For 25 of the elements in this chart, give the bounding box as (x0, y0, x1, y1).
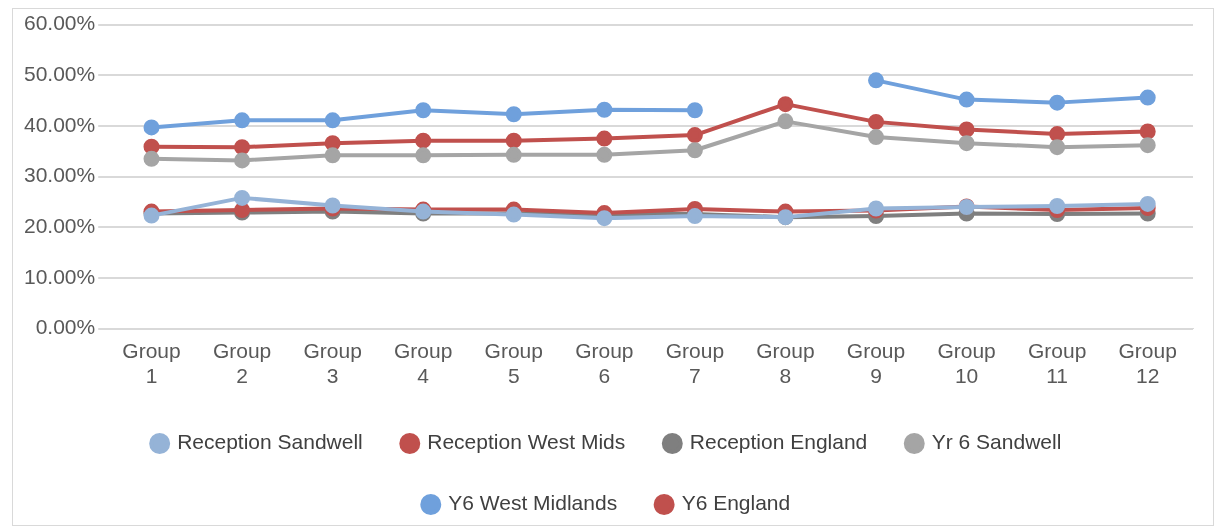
y-tick-label: 0.00% (35, 315, 96, 339)
x-tick-label: Group 5 (484, 339, 543, 388)
y-tick-label: 30.00% (23, 163, 96, 187)
x-tick-label: Group 2 (212, 339, 272, 388)
x-tick-label: Group 6 (575, 339, 634, 388)
y-tick-label: 40.00% (23, 112, 96, 136)
x-tick-label: Group 11 (1027, 339, 1087, 388)
y-tick-label: 60.00% (23, 11, 96, 35)
y-tick-label: 20.00% (23, 214, 96, 238)
legend-label: Y6 West Midlands (448, 491, 618, 515)
y-tick-label: 10.00% (23, 264, 96, 288)
legend-label: Reception Sandwell (177, 430, 363, 454)
x-tick-label: Group 7 (665, 339, 725, 388)
y-tick-label: 50.00% (23, 62, 96, 86)
x-tick-label: Group 12 (1118, 339, 1177, 388)
legend-label: Y6 England (681, 491, 791, 515)
x-tick-label: Group 3 (303, 339, 362, 388)
x-tick-label: Group 9 (846, 339, 906, 388)
x-tick-label: Group 8 (756, 339, 815, 388)
x-tick-label: Group 10 (937, 339, 996, 388)
legend-label: Reception West Mids (427, 430, 626, 454)
legend-label: Reception England (689, 430, 868, 454)
x-tick-label: Group 4 (394, 339, 453, 388)
x-tick-label: Group 1 (122, 339, 181, 388)
legend-label: Yr 6 Sandwell (931, 430, 1062, 454)
